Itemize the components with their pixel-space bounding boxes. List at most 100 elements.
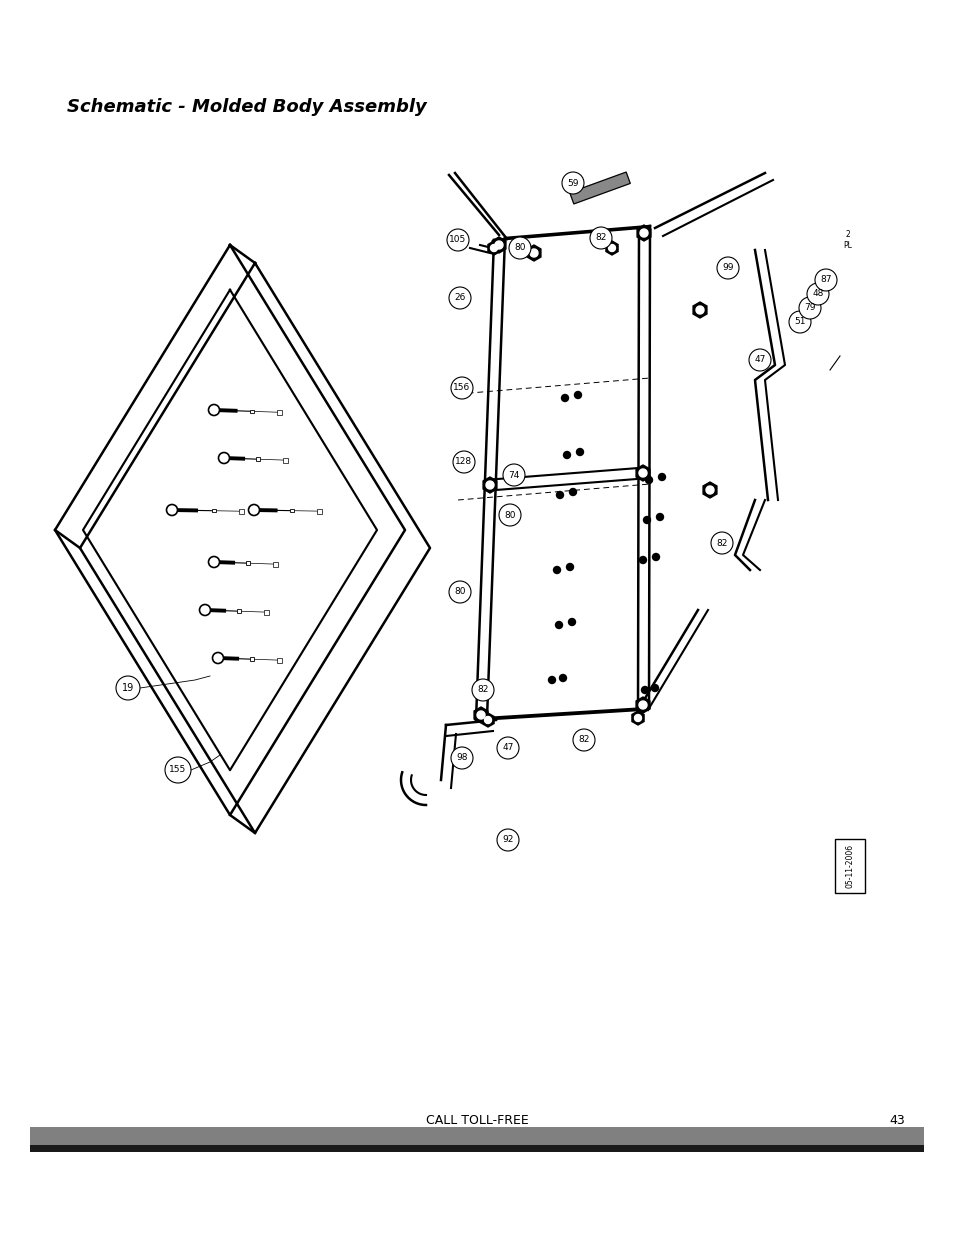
Polygon shape bbox=[476, 711, 484, 719]
Circle shape bbox=[651, 684, 658, 692]
Circle shape bbox=[656, 514, 662, 520]
Text: 87: 87 bbox=[820, 275, 831, 284]
Bar bbox=[277, 410, 282, 415]
Polygon shape bbox=[487, 241, 499, 254]
Text: 156: 156 bbox=[453, 384, 470, 393]
Polygon shape bbox=[705, 487, 713, 494]
Circle shape bbox=[576, 448, 583, 456]
Bar bbox=[256, 457, 259, 461]
Circle shape bbox=[574, 391, 581, 399]
Polygon shape bbox=[631, 711, 643, 725]
Polygon shape bbox=[639, 228, 647, 237]
Text: 2
PL: 2 PL bbox=[842, 230, 852, 249]
Text: 47: 47 bbox=[754, 356, 765, 364]
Text: 47: 47 bbox=[502, 743, 513, 752]
Circle shape bbox=[566, 563, 573, 571]
Text: 155: 155 bbox=[170, 766, 187, 774]
Text: 74: 74 bbox=[508, 471, 519, 479]
Text: 48: 48 bbox=[811, 289, 822, 299]
Circle shape bbox=[639, 557, 646, 563]
Polygon shape bbox=[637, 225, 650, 241]
Circle shape bbox=[799, 296, 821, 319]
Circle shape bbox=[472, 679, 494, 701]
Polygon shape bbox=[696, 306, 703, 314]
Circle shape bbox=[556, 492, 563, 499]
Circle shape bbox=[563, 452, 570, 458]
Circle shape bbox=[548, 677, 555, 683]
Bar bbox=[239, 509, 244, 514]
Circle shape bbox=[165, 757, 191, 783]
Polygon shape bbox=[605, 241, 618, 254]
Polygon shape bbox=[484, 716, 491, 724]
Circle shape bbox=[451, 747, 473, 769]
Text: 80: 80 bbox=[454, 588, 465, 597]
Text: 82: 82 bbox=[476, 685, 488, 694]
Text: 51: 51 bbox=[794, 317, 805, 326]
Polygon shape bbox=[608, 245, 615, 252]
Bar bbox=[317, 509, 322, 514]
Circle shape bbox=[748, 350, 770, 370]
Circle shape bbox=[658, 473, 665, 480]
Text: 128: 128 bbox=[455, 457, 472, 467]
Bar bbox=[246, 562, 250, 564]
Circle shape bbox=[497, 829, 518, 851]
Bar bbox=[30, 1145, 923, 1152]
Circle shape bbox=[573, 729, 595, 751]
Polygon shape bbox=[639, 701, 646, 709]
Polygon shape bbox=[492, 237, 505, 253]
Circle shape bbox=[116, 676, 140, 700]
Text: 105: 105 bbox=[449, 236, 466, 245]
Circle shape bbox=[561, 172, 583, 194]
Circle shape bbox=[449, 580, 471, 603]
Text: 99: 99 bbox=[721, 263, 733, 273]
Text: 80: 80 bbox=[504, 510, 516, 520]
Bar bbox=[212, 509, 215, 513]
Text: Schematic - Molded Body Assembly: Schematic - Molded Body Assembly bbox=[67, 98, 426, 116]
Polygon shape bbox=[490, 245, 497, 252]
Polygon shape bbox=[639, 469, 646, 477]
FancyBboxPatch shape bbox=[834, 839, 864, 893]
Text: 26: 26 bbox=[454, 294, 465, 303]
Polygon shape bbox=[474, 706, 487, 722]
Text: 79: 79 bbox=[803, 304, 815, 312]
Circle shape bbox=[502, 464, 524, 487]
Circle shape bbox=[569, 489, 576, 495]
Circle shape bbox=[447, 228, 469, 251]
Circle shape bbox=[561, 394, 568, 401]
Circle shape bbox=[553, 567, 560, 573]
Polygon shape bbox=[569, 172, 630, 204]
Bar bbox=[277, 658, 282, 663]
Polygon shape bbox=[634, 715, 640, 721]
Circle shape bbox=[814, 269, 836, 291]
Circle shape bbox=[640, 687, 648, 694]
Circle shape bbox=[568, 619, 575, 625]
Text: 92: 92 bbox=[502, 836, 513, 845]
Text: 80: 80 bbox=[514, 243, 525, 252]
Polygon shape bbox=[485, 480, 494, 489]
Circle shape bbox=[643, 516, 650, 524]
Circle shape bbox=[652, 553, 659, 561]
Text: 05-11-2006: 05-11-2006 bbox=[844, 844, 854, 888]
Circle shape bbox=[497, 737, 518, 760]
Text: 19: 19 bbox=[122, 683, 134, 693]
Bar bbox=[250, 410, 253, 412]
Circle shape bbox=[589, 227, 612, 249]
Text: 82: 82 bbox=[595, 233, 606, 242]
Circle shape bbox=[558, 674, 566, 682]
Bar bbox=[264, 610, 269, 615]
Text: 43: 43 bbox=[888, 1114, 904, 1126]
Circle shape bbox=[788, 311, 810, 333]
Circle shape bbox=[451, 377, 473, 399]
Polygon shape bbox=[692, 303, 706, 317]
Polygon shape bbox=[530, 249, 537, 257]
Text: 59: 59 bbox=[567, 179, 578, 188]
Polygon shape bbox=[495, 241, 502, 249]
Circle shape bbox=[453, 451, 475, 473]
Polygon shape bbox=[482, 477, 497, 493]
Bar bbox=[237, 609, 240, 613]
Circle shape bbox=[555, 621, 562, 629]
Polygon shape bbox=[702, 482, 716, 498]
Bar bbox=[250, 657, 253, 661]
Polygon shape bbox=[481, 713, 494, 727]
Text: 82: 82 bbox=[578, 736, 589, 745]
